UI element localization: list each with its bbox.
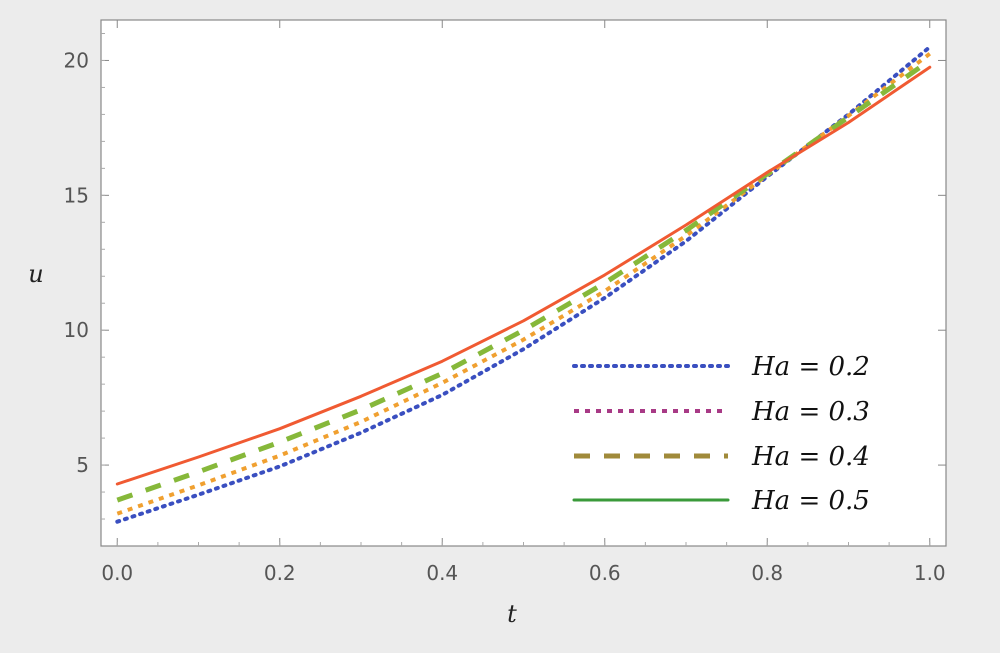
x-axis-title: t — [507, 600, 517, 628]
x-axis-ticks: 0.0 0.2 0.4 0.6 0.8 1.0 — [101, 20, 946, 585]
legend-label-3: Ha = 0.4 — [751, 442, 870, 472]
x-tick-label: 0.6 — [589, 561, 621, 585]
y-axis-ticks: 5 10 15 20 — [64, 32, 946, 520]
legend: Ha = 0.2 Ha = 0.3 Ha = 0.4 Ha = 0.5 — [572, 352, 870, 516]
y-axis-title: u — [28, 260, 43, 288]
x-tick-label: 0.0 — [101, 561, 133, 585]
x-tick-label: 0.8 — [751, 561, 783, 585]
x-tick-label: 1.0 — [914, 561, 946, 585]
legend-label-1: Ha = 0.2 — [751, 352, 870, 382]
series-line-4 — [115, 65, 932, 486]
y-tick-label: 10 — [64, 318, 89, 342]
x-tick-label: 0.4 — [426, 561, 458, 585]
legend-label-4: Ha = 0.5 — [751, 486, 870, 516]
legend-label-2: Ha = 0.3 — [751, 397, 870, 427]
x-tick-label: 0.2 — [264, 561, 296, 585]
series-lines — [115, 45, 932, 524]
y-tick-label: 15 — [64, 183, 89, 207]
y-tick-label: 5 — [76, 453, 89, 477]
y-tick-label: 20 — [64, 48, 89, 72]
